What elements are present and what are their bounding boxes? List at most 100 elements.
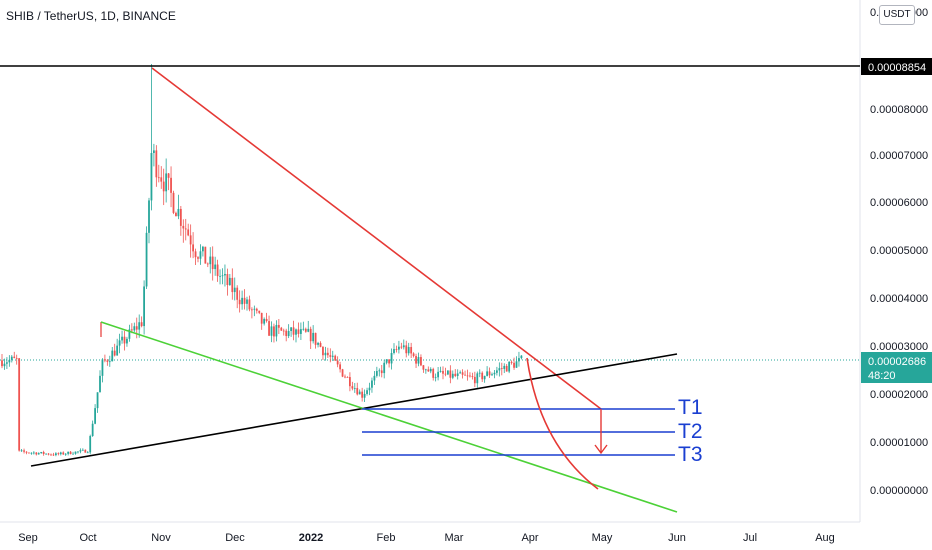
candle-body [64,453,67,455]
time-axis[interactable]: Sep Oct Nov Dec 2022 Feb Mar Apr May Jun Jul Aug [18,532,835,544]
price-axis[interactable]: 0.00009000 0.00008000 0.00007000 0.00006… [870,7,928,497]
candle-body [383,362,386,374]
candle-body [241,297,243,305]
candle-body [295,329,297,335]
candle-body [153,150,155,153]
candle-body [358,391,361,395]
price-tick: 0.00000000 [870,485,928,497]
support-trendline-green [100,321,678,513]
candle-body [400,346,403,348]
candle-body [194,251,197,258]
candle-body [334,355,337,361]
candle-body [349,377,351,387]
candle-body [62,452,65,455]
candle-body [493,372,496,375]
candlesticks [1,64,523,457]
candle-body [199,251,202,259]
candle-body [304,328,307,332]
candle-body [410,347,413,354]
candle-body [424,369,427,371]
x-tick-label: Feb [377,532,396,544]
projection-curve [526,357,599,490]
last-price-badge: 0.00002686 48:20 [861,352,932,383]
candle-body [449,370,452,378]
candle-body [106,360,109,362]
candle-body [157,177,160,179]
candle-body [94,408,96,424]
candle-body [23,450,25,452]
candle-body [72,453,74,455]
candle-body [368,387,371,391]
candle-body [175,212,177,217]
candle-body [356,388,359,395]
candle-body [113,350,116,356]
candle-body [177,208,180,217]
candle-body [25,451,28,453]
candle-body [500,368,503,369]
candle-body [478,372,481,374]
candle-body [231,277,234,293]
candle-body [101,359,104,376]
candle-body [469,375,471,377]
candle-body [162,181,165,192]
candle-body [451,373,454,378]
candle-body [221,275,224,277]
candle-body [160,177,163,182]
price-tick: 0.00005000 [870,245,928,257]
candle-body [45,453,47,455]
candle-body [292,327,295,335]
candle-body [270,326,273,336]
candle-body [513,362,515,368]
candle-body [496,370,498,373]
candle-body [214,264,217,270]
candle-body [15,357,18,359]
candle-body [86,452,89,454]
currency-button[interactable]: USDT [879,5,915,25]
candle-body [248,299,251,310]
candle-body [439,370,442,372]
candle-body [206,263,209,265]
candle-body [336,360,339,365]
candle-body [280,327,283,331]
candle-body [508,361,511,372]
candle-body [99,375,101,393]
last-price-label: 0.00002686 [868,356,926,368]
candle-body [236,287,239,300]
candle-body [148,200,150,233]
candle-body [371,380,373,388]
x-tick-label: Nov [151,532,171,544]
target-label-t3: T3 [678,443,703,466]
candle-body [123,336,126,344]
candle-body [197,257,199,259]
candle-body [491,374,493,376]
candle-body [395,349,398,350]
x-tick-label: May [592,532,613,544]
price-tick: 0.00007000 [870,150,928,162]
candle-body [189,235,192,245]
x-tick-label: Aug [815,532,835,544]
candle-body [42,451,45,454]
candle-body [346,377,349,378]
candle-body [209,256,212,265]
candle-body [402,345,405,348]
candle-body [361,391,364,398]
candle-body [145,232,148,287]
candle-body [81,449,84,451]
candle-body [10,356,13,360]
candle-body [390,353,393,364]
candle-body [273,326,275,337]
candle-body [447,370,449,375]
candle-body [454,373,457,376]
x-tick-label: 2022 [299,532,323,544]
candle-body [140,322,143,327]
candle-body [481,372,484,380]
candle-body [420,357,422,366]
candle-body [138,322,141,330]
candle-body [238,299,241,305]
candle-body [319,342,322,347]
candle-body [6,362,8,364]
candle-body [456,373,459,376]
price-tick: 0.00002000 [870,389,928,401]
high-price-label: 0.00008854 [868,62,926,74]
